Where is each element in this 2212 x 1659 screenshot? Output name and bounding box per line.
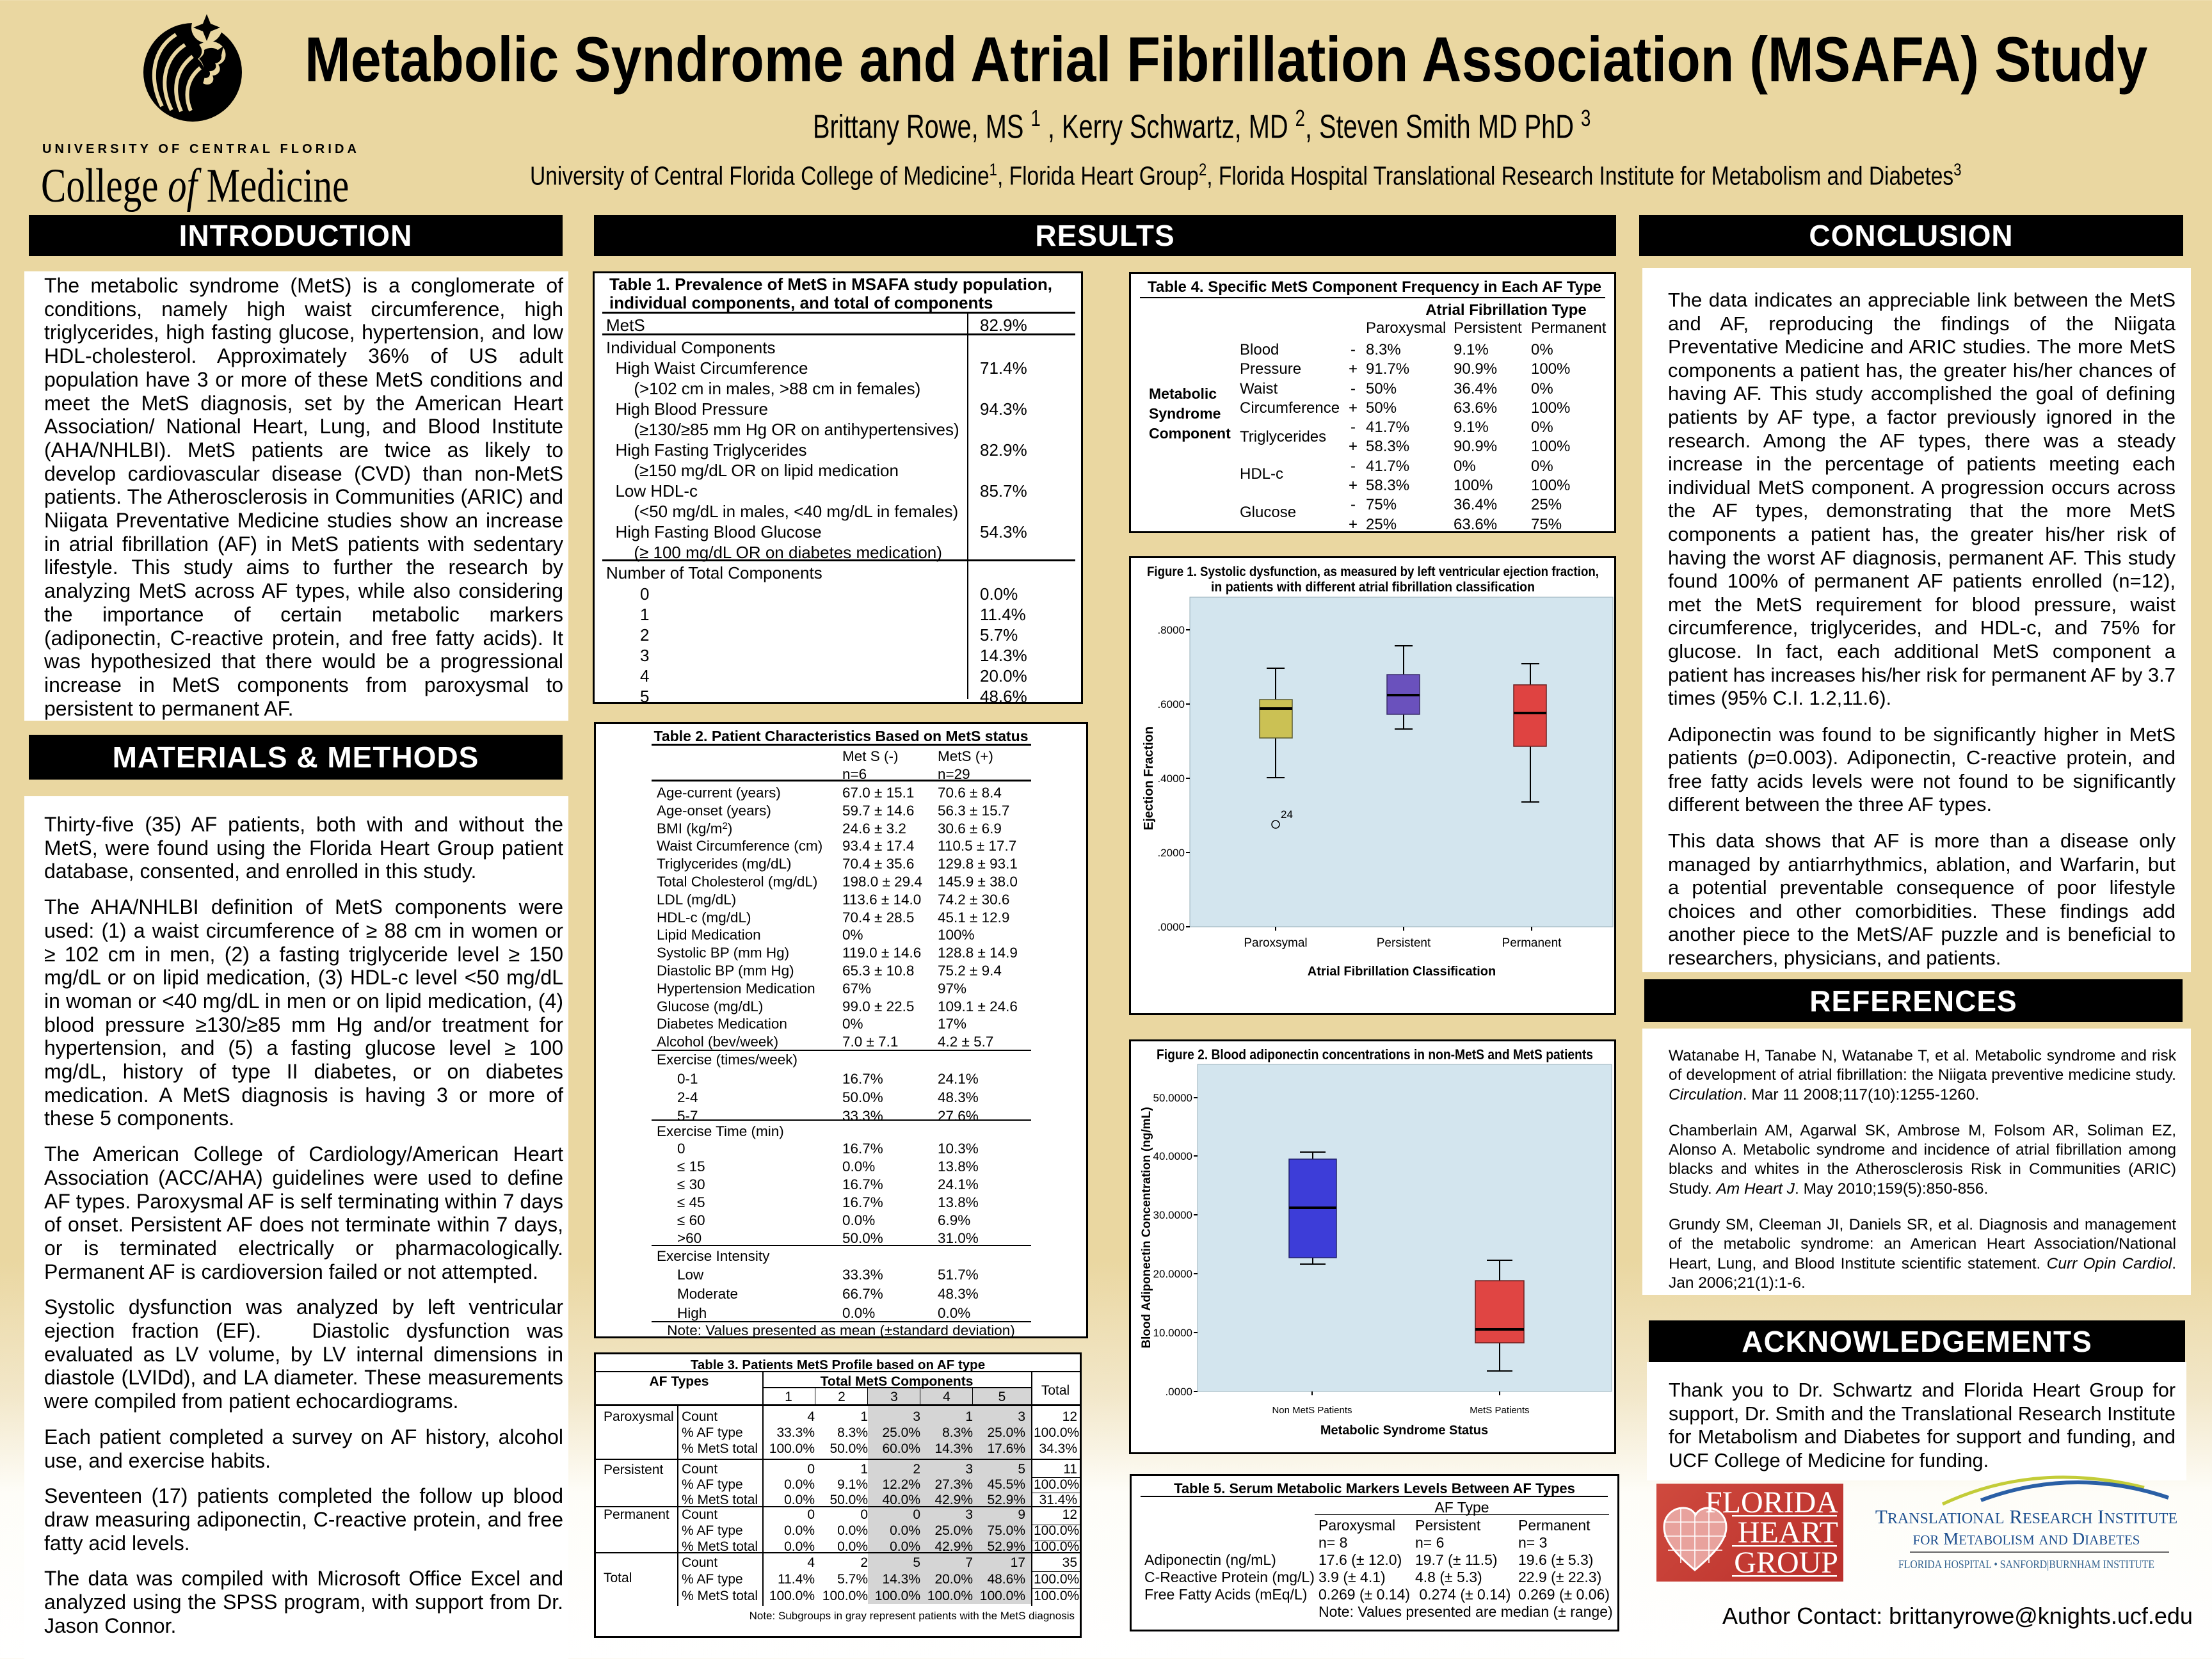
svg-text:20.0000: 20.0000 bbox=[1153, 1268, 1192, 1280]
svg-text:50.0000: 50.0000 bbox=[1153, 1092, 1192, 1104]
svg-text:MetS Patients: MetS Patients bbox=[1470, 1405, 1529, 1416]
svg-text:FLORIDA: FLORIDA bbox=[1705, 1486, 1838, 1519]
svg-text:GROUP: GROUP bbox=[1734, 1546, 1838, 1580]
svg-text:10.0000: 10.0000 bbox=[1153, 1327, 1192, 1339]
svg-text:Persistent: Persistent bbox=[1377, 936, 1431, 950]
svg-text:Figure 2. Blood adiponectin co: Figure 2. Blood adiponectin concentratio… bbox=[1157, 1046, 1593, 1062]
svg-text:TRANSLATIONAL RESEARCH INSTITU: TRANSLATIONAL RESEARCH INSTITUTE bbox=[1875, 1505, 2177, 1528]
svg-text:.2000: .2000 bbox=[1157, 847, 1185, 859]
svg-text:Figure 1. Systolic dysfunction: Figure 1. Systolic dysfunction, as measu… bbox=[1147, 565, 1599, 579]
svg-text:HEART: HEART bbox=[1738, 1516, 1838, 1550]
svg-text:Atrial Fibrillation Classifica: Atrial Fibrillation Classification bbox=[1308, 965, 1496, 979]
svg-text:Non MetS Patients: Non MetS Patients bbox=[1272, 1405, 1352, 1416]
svg-text:Permanent: Permanent bbox=[1502, 936, 1562, 950]
svg-text:Ejection Fraction: Ejection Fraction bbox=[1142, 726, 1156, 830]
svg-text:30.0000: 30.0000 bbox=[1153, 1209, 1192, 1221]
svg-text:FLORIDA HOSPITAL • SANFORD|BUR: FLORIDA HOSPITAL • SANFORD|BURNHAM INSTI… bbox=[1898, 1558, 2154, 1571]
svg-text:Blood Adiponectin Concentratio: Blood Adiponectin Concentration (ng/mL) bbox=[1140, 1107, 1153, 1348]
svg-text:24: 24 bbox=[1281, 808, 1293, 821]
svg-text:in patients with different atr: in patients with different atrial fibril… bbox=[1211, 580, 1535, 595]
svg-text:Paroxsymal: Paroxsymal bbox=[1244, 936, 1307, 950]
svg-text:.6000: .6000 bbox=[1157, 698, 1185, 710]
svg-text:FOR METABOLISM AND DIABETES: FOR METABOLISM AND DIABETES bbox=[1913, 1529, 2140, 1548]
svg-text:.4000: .4000 bbox=[1157, 773, 1185, 785]
svg-text:40.0000: 40.0000 bbox=[1153, 1150, 1192, 1162]
svg-text:.8000: .8000 bbox=[1157, 624, 1185, 636]
svg-text:Metabolic Syndrome Status: Metabolic Syndrome Status bbox=[1320, 1423, 1488, 1438]
svg-text:.0000: .0000 bbox=[1165, 1386, 1192, 1398]
svg-text:.0000: .0000 bbox=[1157, 921, 1185, 933]
